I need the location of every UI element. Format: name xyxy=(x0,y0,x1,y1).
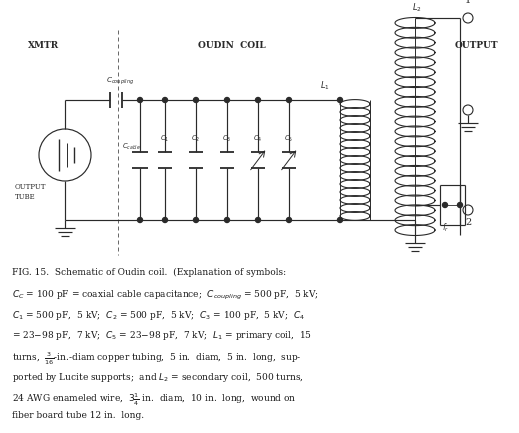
Text: $C_3$: $C_3$ xyxy=(222,134,231,144)
Circle shape xyxy=(138,217,143,223)
Text: $C_C$ = 100 pF = coaxial cable capacitance;  $C_{coupling}$ = 500 pF,  5 kV;: $C_C$ = 100 pF = coaxial cable capacitan… xyxy=(12,288,319,302)
Text: $L_2$: $L_2$ xyxy=(412,1,422,13)
Text: fiber board tube 12 in.  long.: fiber board tube 12 in. long. xyxy=(12,411,144,420)
Circle shape xyxy=(443,203,447,207)
Text: $C_1$: $C_1$ xyxy=(160,134,169,144)
Circle shape xyxy=(138,97,143,103)
Text: $C_4$: $C_4$ xyxy=(253,134,262,144)
Text: $C_1$ = 500 pF,  5 kV;  $C_2$ = 500 pF,  5 kV;  $C_3$ = 100 pF,  5 kV;  $C_4$: $C_1$ = 500 pF, 5 kV; $C_2$ = 500 pF, 5 … xyxy=(12,309,305,322)
Circle shape xyxy=(225,97,229,103)
Text: 24 AWG enameled wire,  $3\frac{1}{4}$ in.  diam,  10 in.  long,  wound on: 24 AWG enameled wire, $3\frac{1}{4}$ in.… xyxy=(12,391,296,407)
Text: $C_5$: $C_5$ xyxy=(284,134,293,144)
Text: FIG. 15.  Schematic of Oudin coil.  (Explanation of symbols:: FIG. 15. Schematic of Oudin coil. (Expla… xyxy=(12,268,286,277)
Text: OUTPUT
TUBE: OUTPUT TUBE xyxy=(15,183,47,201)
Circle shape xyxy=(337,217,343,223)
Text: $C_{coupling}$: $C_{coupling}$ xyxy=(106,76,134,87)
Circle shape xyxy=(255,217,261,223)
Text: ported by Lucite supports;  and $L_2$ = secondary coil,  500 turns,: ported by Lucite supports; and $L_2$ = s… xyxy=(12,371,304,384)
Circle shape xyxy=(458,203,462,207)
Text: $C_2$: $C_2$ xyxy=(191,134,200,144)
Circle shape xyxy=(194,97,198,103)
Text: turns,  $\frac{3}{16}$-in.-diam copper tubing,  5 in.  diam,  5 in.  long,  sup-: turns, $\frac{3}{16}$-in.-diam copper tu… xyxy=(12,350,302,367)
Text: = 23$-$98 pF,  7 kV;  $C_5$ = 23$-$98 pF,  7 kV;  $L_1$ = primary coil,  15: = 23$-$98 pF, 7 kV; $C_5$ = 23$-$98 pF, … xyxy=(12,330,312,343)
Circle shape xyxy=(255,97,261,103)
Circle shape xyxy=(286,217,292,223)
Circle shape xyxy=(194,217,198,223)
Text: 2: 2 xyxy=(465,218,471,227)
Text: $f_r$: $f_r$ xyxy=(442,221,449,233)
Circle shape xyxy=(286,97,292,103)
Text: $C_{cable}$: $C_{cable}$ xyxy=(122,142,141,152)
Text: OUDIN  COIL: OUDIN COIL xyxy=(198,41,266,50)
Text: $L_1$: $L_1$ xyxy=(320,79,330,91)
Text: XMTR: XMTR xyxy=(28,41,59,50)
Text: 1: 1 xyxy=(465,0,471,5)
Circle shape xyxy=(162,97,168,103)
Circle shape xyxy=(225,217,229,223)
Circle shape xyxy=(162,217,168,223)
Circle shape xyxy=(337,97,343,103)
Text: OUTPUT: OUTPUT xyxy=(455,41,499,50)
